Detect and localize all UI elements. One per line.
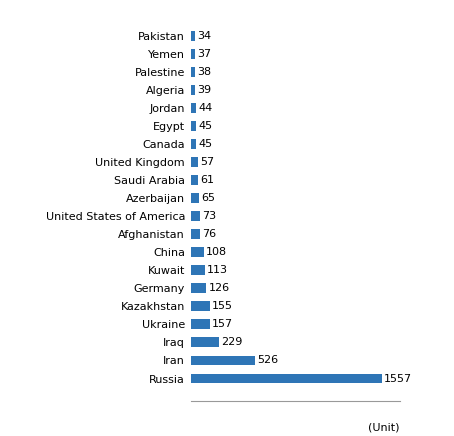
Bar — [191, 337, 219, 347]
Text: 76: 76 — [202, 229, 217, 239]
Text: 38: 38 — [197, 67, 212, 77]
Bar — [191, 157, 197, 167]
Text: 39: 39 — [197, 85, 212, 95]
Text: 37: 37 — [197, 49, 212, 59]
Text: 73: 73 — [202, 211, 216, 221]
Text: 526: 526 — [257, 355, 279, 365]
Bar — [191, 139, 196, 149]
Text: 44: 44 — [198, 103, 212, 113]
Text: 1557: 1557 — [384, 374, 412, 384]
Text: 126: 126 — [208, 283, 229, 293]
Text: 61: 61 — [200, 175, 214, 185]
Bar — [191, 320, 210, 329]
Bar — [191, 193, 199, 203]
Bar — [191, 31, 195, 41]
Bar — [191, 103, 196, 113]
Text: 155: 155 — [212, 301, 233, 311]
Bar — [191, 175, 198, 185]
Text: 65: 65 — [201, 193, 215, 203]
Text: 45: 45 — [198, 139, 212, 149]
Bar — [191, 374, 382, 384]
Text: 108: 108 — [206, 247, 227, 257]
Bar — [191, 301, 210, 311]
Text: (Unit): (Unit) — [368, 422, 400, 433]
Text: 45: 45 — [198, 121, 212, 131]
Bar — [191, 229, 200, 239]
Bar — [191, 265, 205, 275]
Bar — [191, 49, 195, 59]
Text: 57: 57 — [200, 157, 214, 167]
Text: 34: 34 — [197, 31, 211, 41]
Text: 113: 113 — [207, 265, 228, 275]
Text: 229: 229 — [221, 337, 242, 347]
Bar — [191, 211, 200, 221]
Bar — [191, 247, 204, 257]
Text: 157: 157 — [212, 320, 233, 329]
Bar — [191, 283, 206, 293]
Bar — [191, 85, 196, 95]
Bar — [191, 121, 196, 131]
Bar — [191, 67, 195, 77]
Bar — [191, 355, 255, 365]
